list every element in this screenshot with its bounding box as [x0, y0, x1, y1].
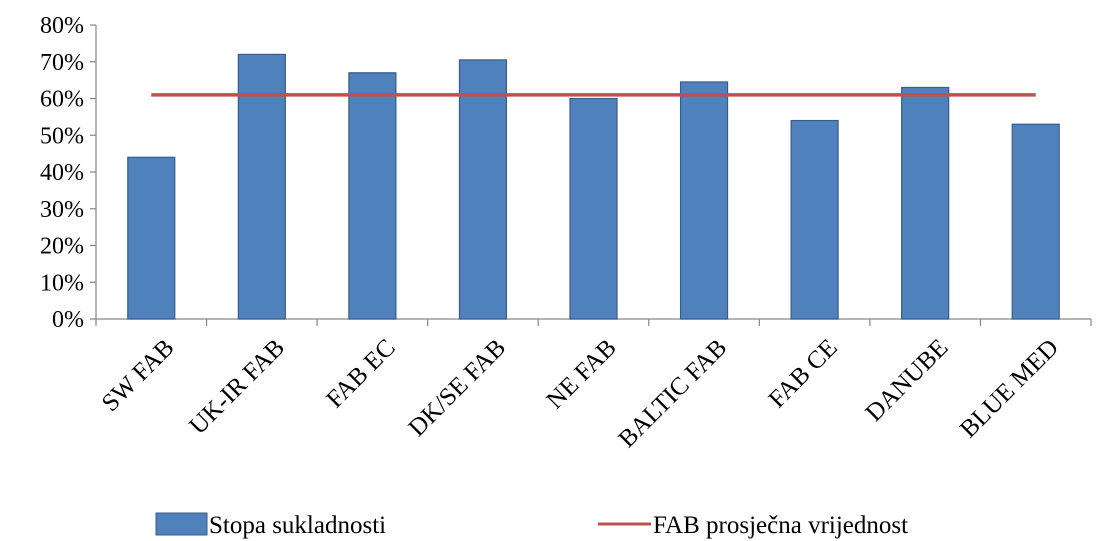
- y-tick-label: 20%: [40, 234, 84, 260]
- x-tick-label: FAB CE: [764, 334, 843, 413]
- y-tick-label: 70%: [40, 50, 84, 76]
- y-tick-label: 50%: [40, 123, 84, 149]
- bar: [127, 156, 176, 320]
- y-tick-label: 60%: [40, 87, 84, 113]
- bar: [679, 81, 729, 320]
- bar: [348, 72, 397, 320]
- x-tick-label: DANUBE: [861, 334, 954, 427]
- x-tick-label: NE FAB: [542, 334, 622, 414]
- y-tick-label: 40%: [40, 160, 84, 186]
- bar: [901, 86, 950, 320]
- x-axis: SW FAB UK-IR FAB FAB EC DK/SE FAB NE FABBALT…: [95, 318, 1092, 453]
- x-tick-label: FAB EC: [321, 334, 400, 413]
- bar: [237, 53, 286, 320]
- y-tick-label: 0%: [52, 307, 84, 333]
- legend-swatch-bars: [155, 512, 208, 536]
- bar: [569, 97, 618, 320]
- x-tick-label: UK-IR FAB: [184, 334, 290, 440]
- y-axis: 0% 10% 20% 30% 40% 50% 60% 70% 80%: [40, 13, 97, 333]
- legend-label-line: FAB prosječna vrijednost: [653, 512, 908, 539]
- bar: [458, 59, 508, 320]
- x-tick-label: DK/SE FAB: [404, 334, 512, 442]
- bar: [790, 119, 839, 320]
- bar: [1011, 123, 1060, 320]
- y-tick-label: 80%: [40, 13, 84, 39]
- legend-label-bars: Stopa sukladnosti: [209, 512, 386, 539]
- x-tick-label: BLUE MED: [955, 334, 1064, 443]
- x-tick-label: BALTIC FAB: [613, 334, 732, 453]
- x-tick-label: SW FAB: [97, 334, 180, 417]
- y-tick-label: 30%: [40, 197, 84, 223]
- bar-series: [127, 53, 1060, 320]
- y-tick-label: 10%: [40, 270, 84, 296]
- legend: Stopa sukladnosti FAB prosječna vrijedno…: [155, 512, 908, 539]
